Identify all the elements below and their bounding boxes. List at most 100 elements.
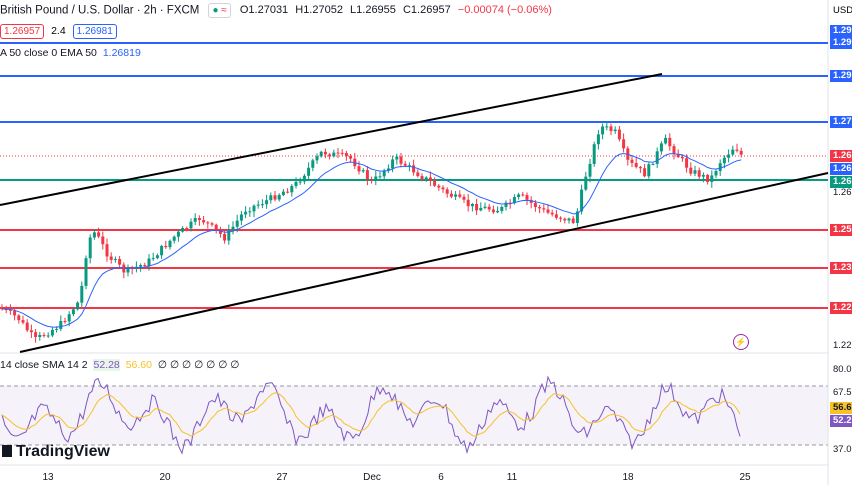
- candle-body: [382, 170, 386, 177]
- price-level-label: 1.29: [830, 25, 852, 37]
- sell-button[interactable]: 1.26957: [0, 24, 45, 39]
- candle-body: [710, 175, 714, 182]
- time-tick: 13: [42, 472, 54, 483]
- candle-body: [302, 175, 306, 182]
- candle-body: [391, 159, 395, 169]
- change-value: −0.00074 (−0.06%): [457, 4, 552, 17]
- candle-body: [592, 144, 596, 164]
- buy-button[interactable]: 1.26981: [72, 24, 117, 39]
- candle-body: [634, 163, 638, 168]
- ema-label: A 50 close 0 EMA 50: [0, 47, 97, 59]
- candle-body: [567, 218, 571, 221]
- candle-body: [462, 196, 466, 200]
- candle-body: [88, 237, 92, 259]
- candle-body: [609, 126, 613, 132]
- candle-body: [470, 203, 474, 207]
- candle-body: [151, 258, 155, 260]
- candle-body: [97, 232, 101, 237]
- candle-body: [206, 222, 210, 224]
- candle-body: [21, 320, 25, 323]
- candle-body: [361, 170, 365, 172]
- candle-body: [550, 212, 554, 215]
- symbol-badge[interactable]: ● ≈: [208, 3, 231, 18]
- candle-body: [370, 179, 374, 181]
- candle-body: [113, 259, 117, 261]
- candle-body: [630, 159, 634, 164]
- high-value: H1.27052: [295, 4, 343, 17]
- candle-body: [8, 309, 12, 311]
- candle-body: [0, 308, 4, 310]
- rsi-legend[interactable]: 14 close SMA 14 2 52.28 56.60 ∅ ∅ ∅ ∅ ∅ …: [0, 359, 239, 371]
- price-level-label: 1.23: [830, 262, 852, 274]
- candle-body: [622, 139, 626, 149]
- candle-body: [118, 259, 122, 265]
- symbol-title[interactable]: British Pound / U.S. Dollar · 2h · FXCM: [0, 4, 200, 17]
- candle-body: [596, 134, 600, 145]
- horizontal-levels[interactable]: [0, 42, 828, 309]
- candle-body: [538, 207, 542, 209]
- candle-body: [126, 267, 130, 273]
- candle-body: [139, 265, 143, 267]
- low-value: L1.26955: [350, 4, 396, 17]
- symbol-header: British Pound / U.S. Dollar · 2h · FXCM …: [0, 3, 556, 18]
- candle-body: [378, 176, 382, 178]
- channel-upper-line[interactable]: [0, 73, 663, 206]
- rsi-tick: 80.0: [833, 364, 852, 375]
- logo-text: TradingView: [16, 443, 110, 460]
- candle-body: [685, 158, 689, 168]
- candle-body: [311, 160, 315, 168]
- candle-body: [290, 186, 294, 193]
- candle-body: [672, 146, 676, 154]
- spread-value: 2.4: [51, 25, 66, 38]
- candle-body: [235, 220, 239, 227]
- candle-body: [286, 191, 290, 193]
- candle-body: [735, 149, 739, 151]
- channel-lower-line[interactable]: [19, 172, 829, 353]
- candle-body: [638, 167, 642, 169]
- rsi-value: 52.28: [93, 359, 120, 371]
- candle-body: [575, 211, 579, 223]
- price-level-label: 1.26: [830, 150, 852, 162]
- candle-body: [260, 204, 264, 206]
- candle-body: [731, 149, 735, 155]
- candle-body: [718, 163, 722, 172]
- candle-body: [336, 152, 340, 154]
- candle-body: [248, 211, 252, 213]
- candle-body: [420, 176, 424, 180]
- currency-label[interactable]: USD: [833, 5, 852, 16]
- candle-body: [664, 137, 668, 144]
- candle-body: [307, 167, 311, 176]
- candle-body: [454, 194, 458, 197]
- candle-body: [605, 126, 609, 128]
- close-value: C1.26957: [402, 4, 451, 17]
- price-level-label: 1.29: [830, 70, 852, 82]
- lightning-icon[interactable]: ⚡: [733, 334, 749, 350]
- tradingview-logo[interactable]: TradingView: [2, 443, 110, 461]
- candle-body: [315, 156, 319, 161]
- price-tick: 1.22: [833, 340, 852, 351]
- candle-body: [277, 195, 281, 200]
- candle-body: [546, 209, 550, 213]
- candle-body: [722, 157, 726, 164]
- ohlc-values: O1.27031 H1.27052 L1.26955 C1.26957 −0.0…: [240, 4, 556, 16]
- candle-body: [202, 220, 206, 223]
- rsi-extra-values: ∅ ∅ ∅ ∅ ∅ ∅ ∅: [157, 359, 240, 371]
- candle-body: [412, 165, 416, 173]
- candle-body: [580, 189, 584, 212]
- ema-legend[interactable]: A 50 close 0 EMA 50 1.26819: [0, 47, 141, 59]
- rsi-sma-line: [1, 392, 741, 437]
- tradingview-logo-icon: [2, 445, 12, 457]
- rsi-sma-value: 56.60: [125, 359, 152, 371]
- time-tick: 20: [159, 472, 171, 483]
- candle-body: [55, 328, 59, 330]
- candle-body: [689, 167, 693, 174]
- candle-body: [693, 170, 697, 174]
- time-tick: 11: [506, 472, 518, 483]
- candle-body: [424, 177, 428, 180]
- approx-icon: ≈: [221, 5, 227, 16]
- candle-body: [231, 226, 235, 231]
- candle-body: [256, 204, 260, 206]
- rsi-axis-label: 52.2: [830, 415, 852, 427]
- candle-body: [601, 126, 605, 135]
